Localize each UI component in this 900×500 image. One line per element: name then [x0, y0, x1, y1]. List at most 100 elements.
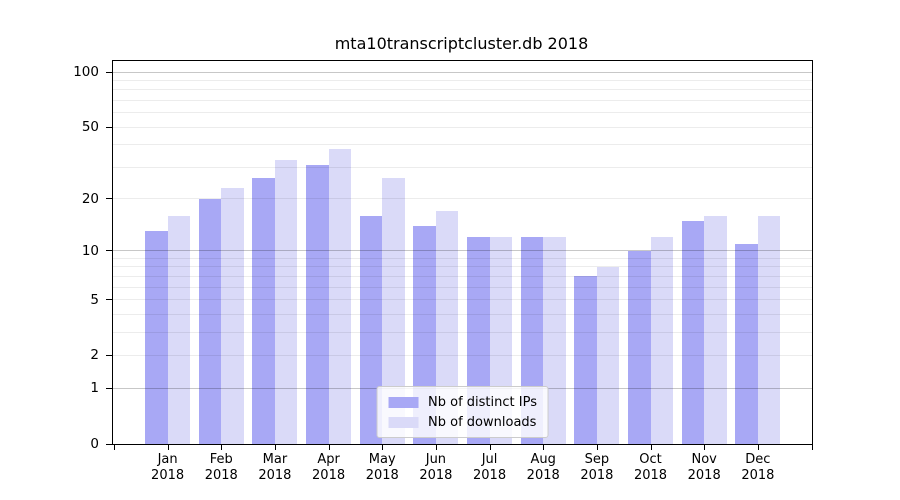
bar-oct-distinct-ips — [628, 250, 651, 444]
legend-label: Nb of downloads — [428, 414, 537, 430]
x-tick — [489, 444, 491, 450]
y-tick-label: 100 — [73, 64, 99, 81]
bar-jan-distinct-ips — [145, 231, 168, 444]
x-tick — [221, 444, 223, 450]
bar-apr-distinct-ips — [306, 164, 329, 444]
y-tick-label: 1 — [90, 380, 99, 397]
gridline-minor — [113, 166, 812, 168]
y-tick-label: 0 — [90, 436, 99, 452]
x-tick-label-year: 2018 — [580, 468, 614, 483]
gridline-minor — [113, 126, 812, 128]
bar-sep-downloads — [596, 266, 620, 444]
gridline-minor — [113, 286, 812, 288]
bar-feb-downloads — [221, 187, 244, 444]
bar-feb-distinct-ips — [198, 198, 222, 444]
gridline-minor — [113, 299, 812, 301]
gridline-minor — [113, 198, 812, 200]
y-tick — [106, 387, 112, 389]
y-tick-label: 10 — [81, 242, 99, 259]
bar-may-downloads — [382, 178, 405, 444]
y-tick-label: 5 — [90, 291, 99, 308]
bar-jan-downloads — [167, 215, 191, 444]
gridline-minor — [113, 354, 812, 356]
bar-sep-distinct-ips — [574, 276, 597, 444]
bar-jun-downloads — [435, 211, 459, 444]
x-tick-label-month: Aug — [530, 452, 556, 467]
gridlines-layer — [113, 61, 812, 444]
y-tick — [106, 250, 112, 252]
x-tick-label-year: 2018 — [687, 468, 721, 483]
x-tick-label-month: Jan — [157, 452, 178, 467]
x-tick-label-year: 2018 — [526, 468, 560, 483]
x-tick — [757, 444, 759, 450]
y-tick-label: 2 — [90, 347, 99, 364]
x-tick-label: Mar 2018 — [243, 452, 307, 484]
x-tick-label-month: Jun — [425, 452, 447, 467]
bar-apr-downloads — [328, 148, 352, 444]
x-tick-label: Jan 2018 — [136, 452, 200, 484]
legend-downloads-swatch — [388, 416, 419, 428]
legend-label: Nb of distinct IPs — [428, 394, 537, 410]
x-tick — [811, 444, 813, 450]
x-tick-label-month: Nov — [691, 452, 717, 467]
legend-entry: Nb of downloads — [388, 412, 537, 432]
x-tick-label-year: 2018 — [258, 468, 292, 483]
x-tick-label: Oct 2018 — [619, 452, 683, 484]
x-tick-label-year: 2018 — [365, 468, 399, 483]
y-tick — [106, 443, 112, 445]
chart-title: mta10transcriptcluster.db 2018 — [334, 34, 589, 53]
bar-mar-distinct-ips — [252, 178, 275, 444]
x-tick-label-year: 2018 — [473, 468, 507, 483]
x-tick-label: Feb 2018 — [189, 452, 253, 484]
x-tick-label-year: 2018 — [151, 468, 185, 483]
x-tick-label-month: Dec — [745, 452, 771, 467]
x-tick — [596, 444, 598, 450]
plot-area: Nb of distinct IPs Nb of downloads — [112, 60, 813, 445]
x-tick-label-year: 2018 — [633, 468, 668, 483]
x-tick — [704, 444, 706, 450]
x-tick-label-year: 2018 — [419, 468, 453, 483]
x-tick — [167, 444, 169, 450]
x-tick-label: Aug 2018 — [511, 452, 575, 484]
x-tick-label: Apr 2018 — [297, 452, 361, 484]
x-tick-label: Nov 2018 — [672, 452, 736, 484]
x-tick-label: Sep 2018 — [565, 452, 629, 484]
x-tick-label-month: Feb — [209, 452, 233, 467]
gridline-minor — [113, 89, 812, 91]
gridline-minor — [113, 331, 812, 333]
gridline-minor — [113, 257, 812, 259]
x-tick-label: Jul 2018 — [458, 452, 522, 484]
x-tick — [113, 444, 115, 450]
gridline-major — [113, 71, 812, 73]
y-tick — [106, 126, 112, 128]
y-tick — [106, 71, 112, 73]
x-tick — [543, 444, 545, 450]
x-tick-label-year: 2018 — [312, 468, 346, 483]
bar-mar-downloads — [274, 159, 298, 444]
legend-distinct-ips-swatch — [388, 396, 419, 408]
y-tick — [106, 299, 112, 301]
y-tick-label: 50 — [81, 119, 99, 136]
bar-dec-downloads — [757, 215, 781, 444]
x-tick-label-month: Jul — [481, 452, 498, 467]
gridline-minor — [113, 112, 812, 114]
gridline-major — [113, 250, 812, 252]
x-tick — [435, 444, 437, 450]
bar-oct-downloads — [650, 237, 674, 444]
x-tick-label-month: Oct — [639, 452, 662, 467]
bar-dec-distinct-ips — [735, 243, 758, 444]
y-tick-label: 20 — [81, 190, 99, 207]
legend-entry: Nb of distinct IPs — [388, 392, 537, 412]
gridline-minor — [113, 100, 812, 102]
x-tick — [274, 444, 276, 450]
x-tick-label: Jun 2018 — [404, 452, 468, 484]
gridline-minor — [113, 80, 812, 82]
bar-nov-downloads — [704, 215, 727, 444]
x-tick-label-month: Apr — [317, 452, 340, 467]
gridline-minor — [113, 266, 812, 268]
x-tick — [382, 444, 384, 450]
bar-nov-distinct-ips — [681, 220, 705, 444]
legend: Nb of distinct IPs Nb of downloads — [376, 386, 549, 438]
x-tick-label-month: May — [368, 452, 396, 467]
